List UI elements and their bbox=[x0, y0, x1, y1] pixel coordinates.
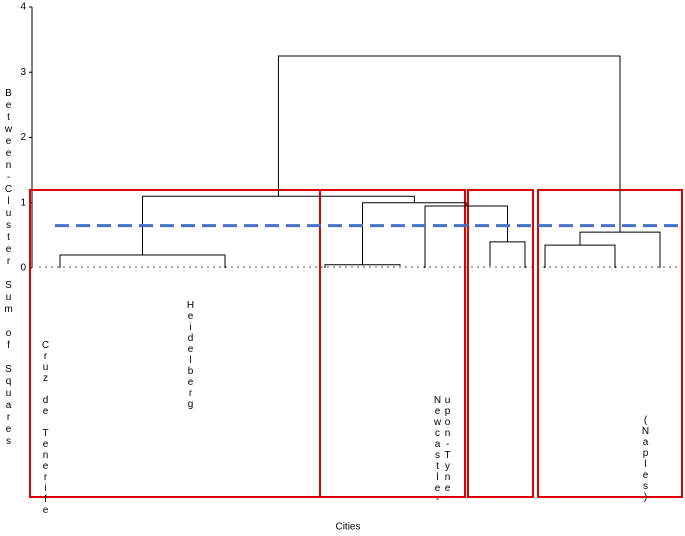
y-axis-title: Between-Cluster Sum of Squares bbox=[3, 88, 14, 448]
y-tick-label: 4 bbox=[20, 2, 26, 13]
y-tick-label: 3 bbox=[20, 67, 26, 78]
y-tick-label: 1 bbox=[20, 197, 26, 208]
cluster-box bbox=[319, 189, 466, 498]
y-tick-label: 2 bbox=[20, 132, 26, 143]
y-tick-label: 0 bbox=[20, 263, 26, 274]
dendrogram-link bbox=[324, 264, 401, 268]
leaf-label: Heidelberg bbox=[185, 300, 196, 410]
dendrogram-link bbox=[489, 241, 526, 268]
cluster-box bbox=[29, 189, 321, 498]
dendrogram-link bbox=[579, 231, 661, 268]
dendrogram-link bbox=[424, 205, 508, 268]
leaf-label: Cruz de Tenerife bbox=[40, 340, 51, 516]
dendrogram-link bbox=[277, 55, 621, 233]
cluster-box bbox=[537, 189, 683, 498]
leaf-label: Newcastle-upon-Tyne bbox=[432, 395, 453, 505]
x-axis-title: Cities bbox=[335, 522, 360, 533]
dendrogram-link bbox=[544, 244, 616, 268]
dendrogram-link bbox=[362, 202, 467, 265]
cluster-box bbox=[467, 189, 534, 498]
leaf-label: (Naples) bbox=[640, 415, 651, 503]
